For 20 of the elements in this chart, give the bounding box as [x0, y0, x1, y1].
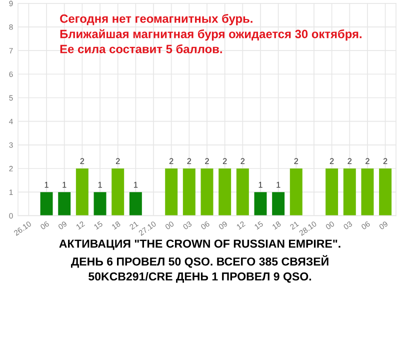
- text: Сегодня нет геомагнитных бурь. Ближайшая магнитная буря ожидается 30 октября. Ее сила составит 5 баллов.: [60, 14, 362, 54]
- data-label: 2: [187, 158, 192, 164]
- data-label: 2: [330, 158, 334, 164]
- data-label: 1: [44, 182, 48, 188]
- data-label: 2: [366, 158, 370, 164]
- data-label: 1: [98, 182, 102, 188]
- text: АКТИВАЦИЯ "THE CROWN OF RUSSIAN EMPIRE". ДЕНЬ 6 ПРОВЕЛ 50 QSO. ВСЕГО 385 СВЯЗЕЙ 50KCB291/CRE ДЕНЬ 1 ПРОВЕЛ 9 QSO.: [59, 240, 340, 283]
- data-label: 2: [383, 158, 388, 164]
- data-label: 1: [134, 182, 138, 188]
- data-label: 2: [348, 158, 352, 164]
- data-label: 2: [240, 158, 245, 164]
- data-label: 1: [276, 182, 280, 188]
- data-label: 2: [222, 158, 227, 164]
- data-label: 2: [80, 158, 84, 164]
- data-label: 2: [205, 158, 209, 164]
- data-label: 2: [169, 158, 174, 164]
- data-label: 1: [258, 182, 262, 188]
- data-label: 2: [116, 158, 120, 164]
- data-label: 2: [294, 158, 298, 164]
- data-label: 1: [62, 182, 66, 188]
